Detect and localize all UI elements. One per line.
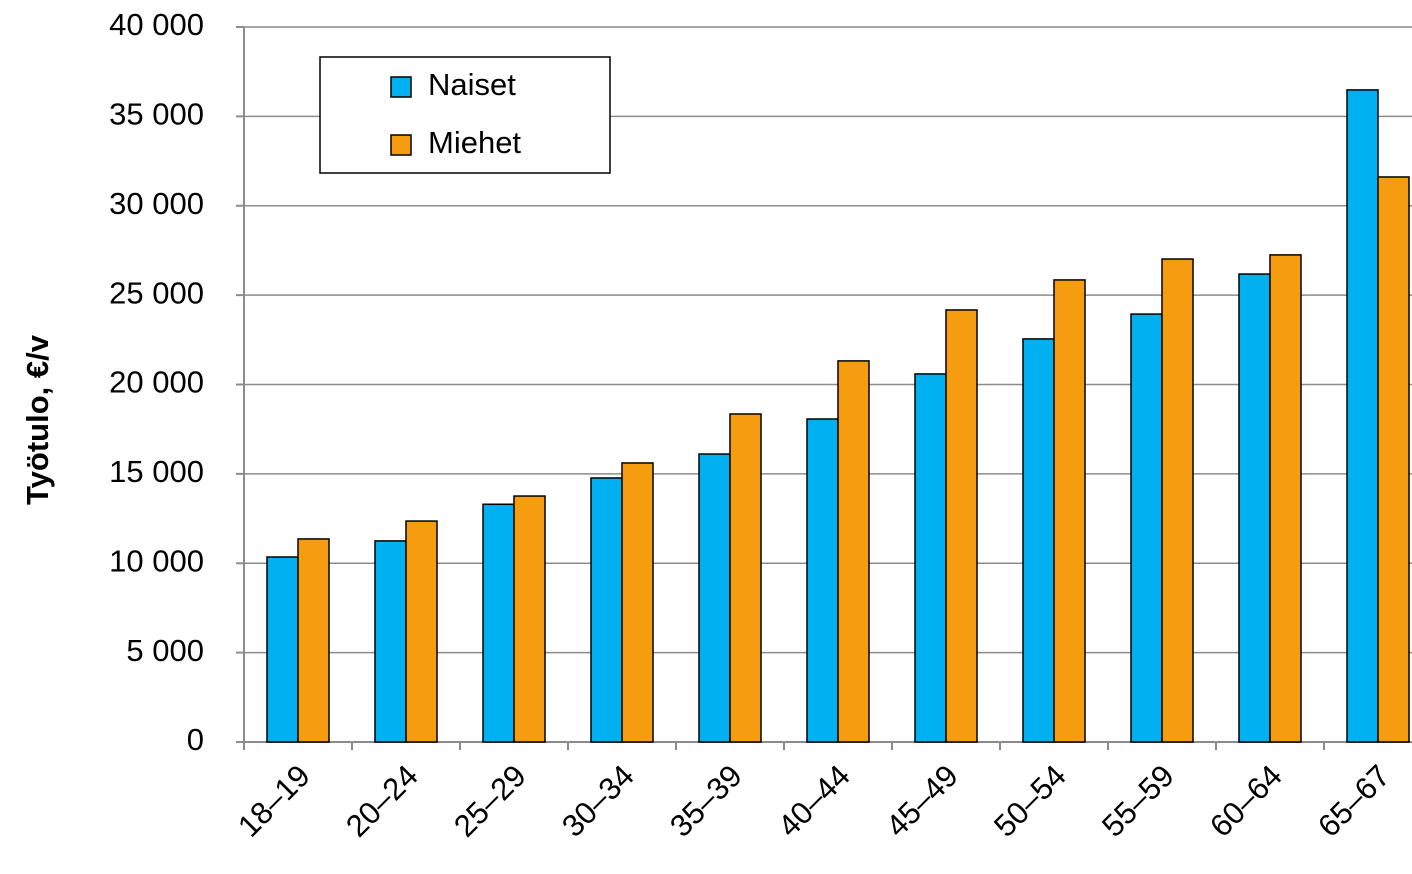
bar <box>837 360 870 743</box>
bar <box>1377 176 1410 743</box>
x-tick-label: 35–39 <box>663 758 749 844</box>
bar <box>1269 254 1302 743</box>
bar <box>297 538 330 743</box>
bar <box>590 477 623 743</box>
bar <box>1022 338 1055 743</box>
bar <box>945 309 978 743</box>
bar <box>621 462 654 743</box>
x-tick-label: 45–49 <box>879 758 965 844</box>
legend-box <box>319 56 611 174</box>
y-tick-label: 5 000 <box>126 633 204 668</box>
bar <box>1053 279 1086 743</box>
y-tick-label: 35 000 <box>109 97 204 132</box>
legend-label: Naiset <box>428 67 516 102</box>
bar <box>482 503 515 743</box>
y-tick-label: 25 000 <box>109 275 204 310</box>
legend-label: Miehet <box>428 125 521 160</box>
x-tick-label: 18–19 <box>231 758 317 844</box>
x-tick-label: 50–54 <box>987 758 1073 844</box>
bar <box>374 540 407 743</box>
bar <box>729 413 762 743</box>
x-tick-label: 60–64 <box>1203 758 1289 844</box>
y-tick-label: 0 <box>187 722 204 757</box>
y-tick-label: 30 000 <box>109 186 204 221</box>
x-tick-label: 25–29 <box>447 758 533 844</box>
bar <box>1130 313 1163 743</box>
legend-swatch <box>390 76 412 98</box>
bar <box>266 556 299 743</box>
y-tick-label: 15 000 <box>109 454 204 489</box>
bar <box>698 453 731 743</box>
y-tick-label: 40 000 <box>109 7 204 42</box>
x-tick-label: 20–24 <box>339 758 425 844</box>
bar <box>513 495 546 743</box>
x-tick-label: 30–34 <box>555 758 641 844</box>
bar <box>806 418 839 743</box>
x-tick-label: 65–67 <box>1311 758 1397 844</box>
bar <box>1238 273 1271 743</box>
y-axis-label: Työtulo, €/v <box>20 334 55 505</box>
y-tick-label: 20 000 <box>109 365 204 400</box>
x-tick-label: 40–44 <box>771 758 857 844</box>
legend-swatch <box>390 134 412 156</box>
bar <box>914 373 947 743</box>
y-tick-label: 10 000 <box>109 543 204 578</box>
bar <box>1161 258 1194 743</box>
x-tick-label: 55–59 <box>1095 758 1181 844</box>
bar <box>405 520 438 743</box>
bar <box>1346 89 1379 743</box>
